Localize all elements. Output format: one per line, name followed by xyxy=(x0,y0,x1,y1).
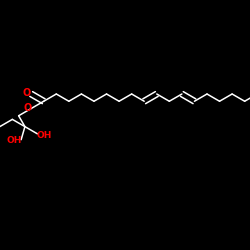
Text: O: O xyxy=(23,103,31,113)
Text: OH: OH xyxy=(7,136,22,145)
Text: O: O xyxy=(22,88,31,98)
Text: OH: OH xyxy=(36,131,52,140)
